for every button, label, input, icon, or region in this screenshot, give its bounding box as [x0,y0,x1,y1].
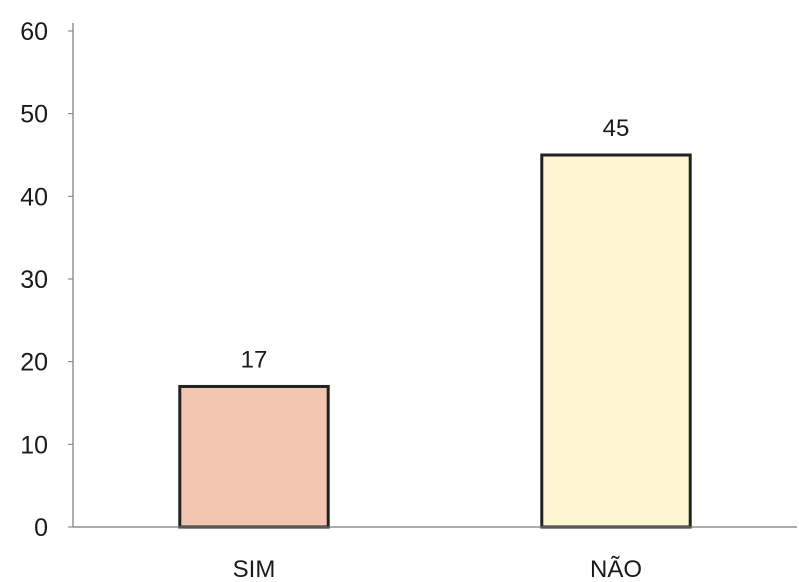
x-category-label: SIM [233,556,276,582]
y-tick-label: 60 [20,18,48,46]
bar-sim [178,384,330,529]
y-tick-label: 30 [20,266,48,294]
x-category-label: NÃO [590,556,642,582]
y-tick-label: 50 [20,101,48,129]
y-tick-label: 40 [20,183,48,211]
bar-group [178,153,692,529]
bar-value-label: 17 [241,346,268,373]
y-tick-label: 10 [20,431,48,459]
y-tick-label: 0 [34,514,48,542]
bar-nao [540,153,692,529]
y-tick-group: 0 10 20 30 40 50 60 [20,18,73,542]
y-tick-label: 20 [20,349,48,377]
bar-value-label: 45 [603,115,630,142]
category-label-group: SIM NÃO [233,556,642,582]
